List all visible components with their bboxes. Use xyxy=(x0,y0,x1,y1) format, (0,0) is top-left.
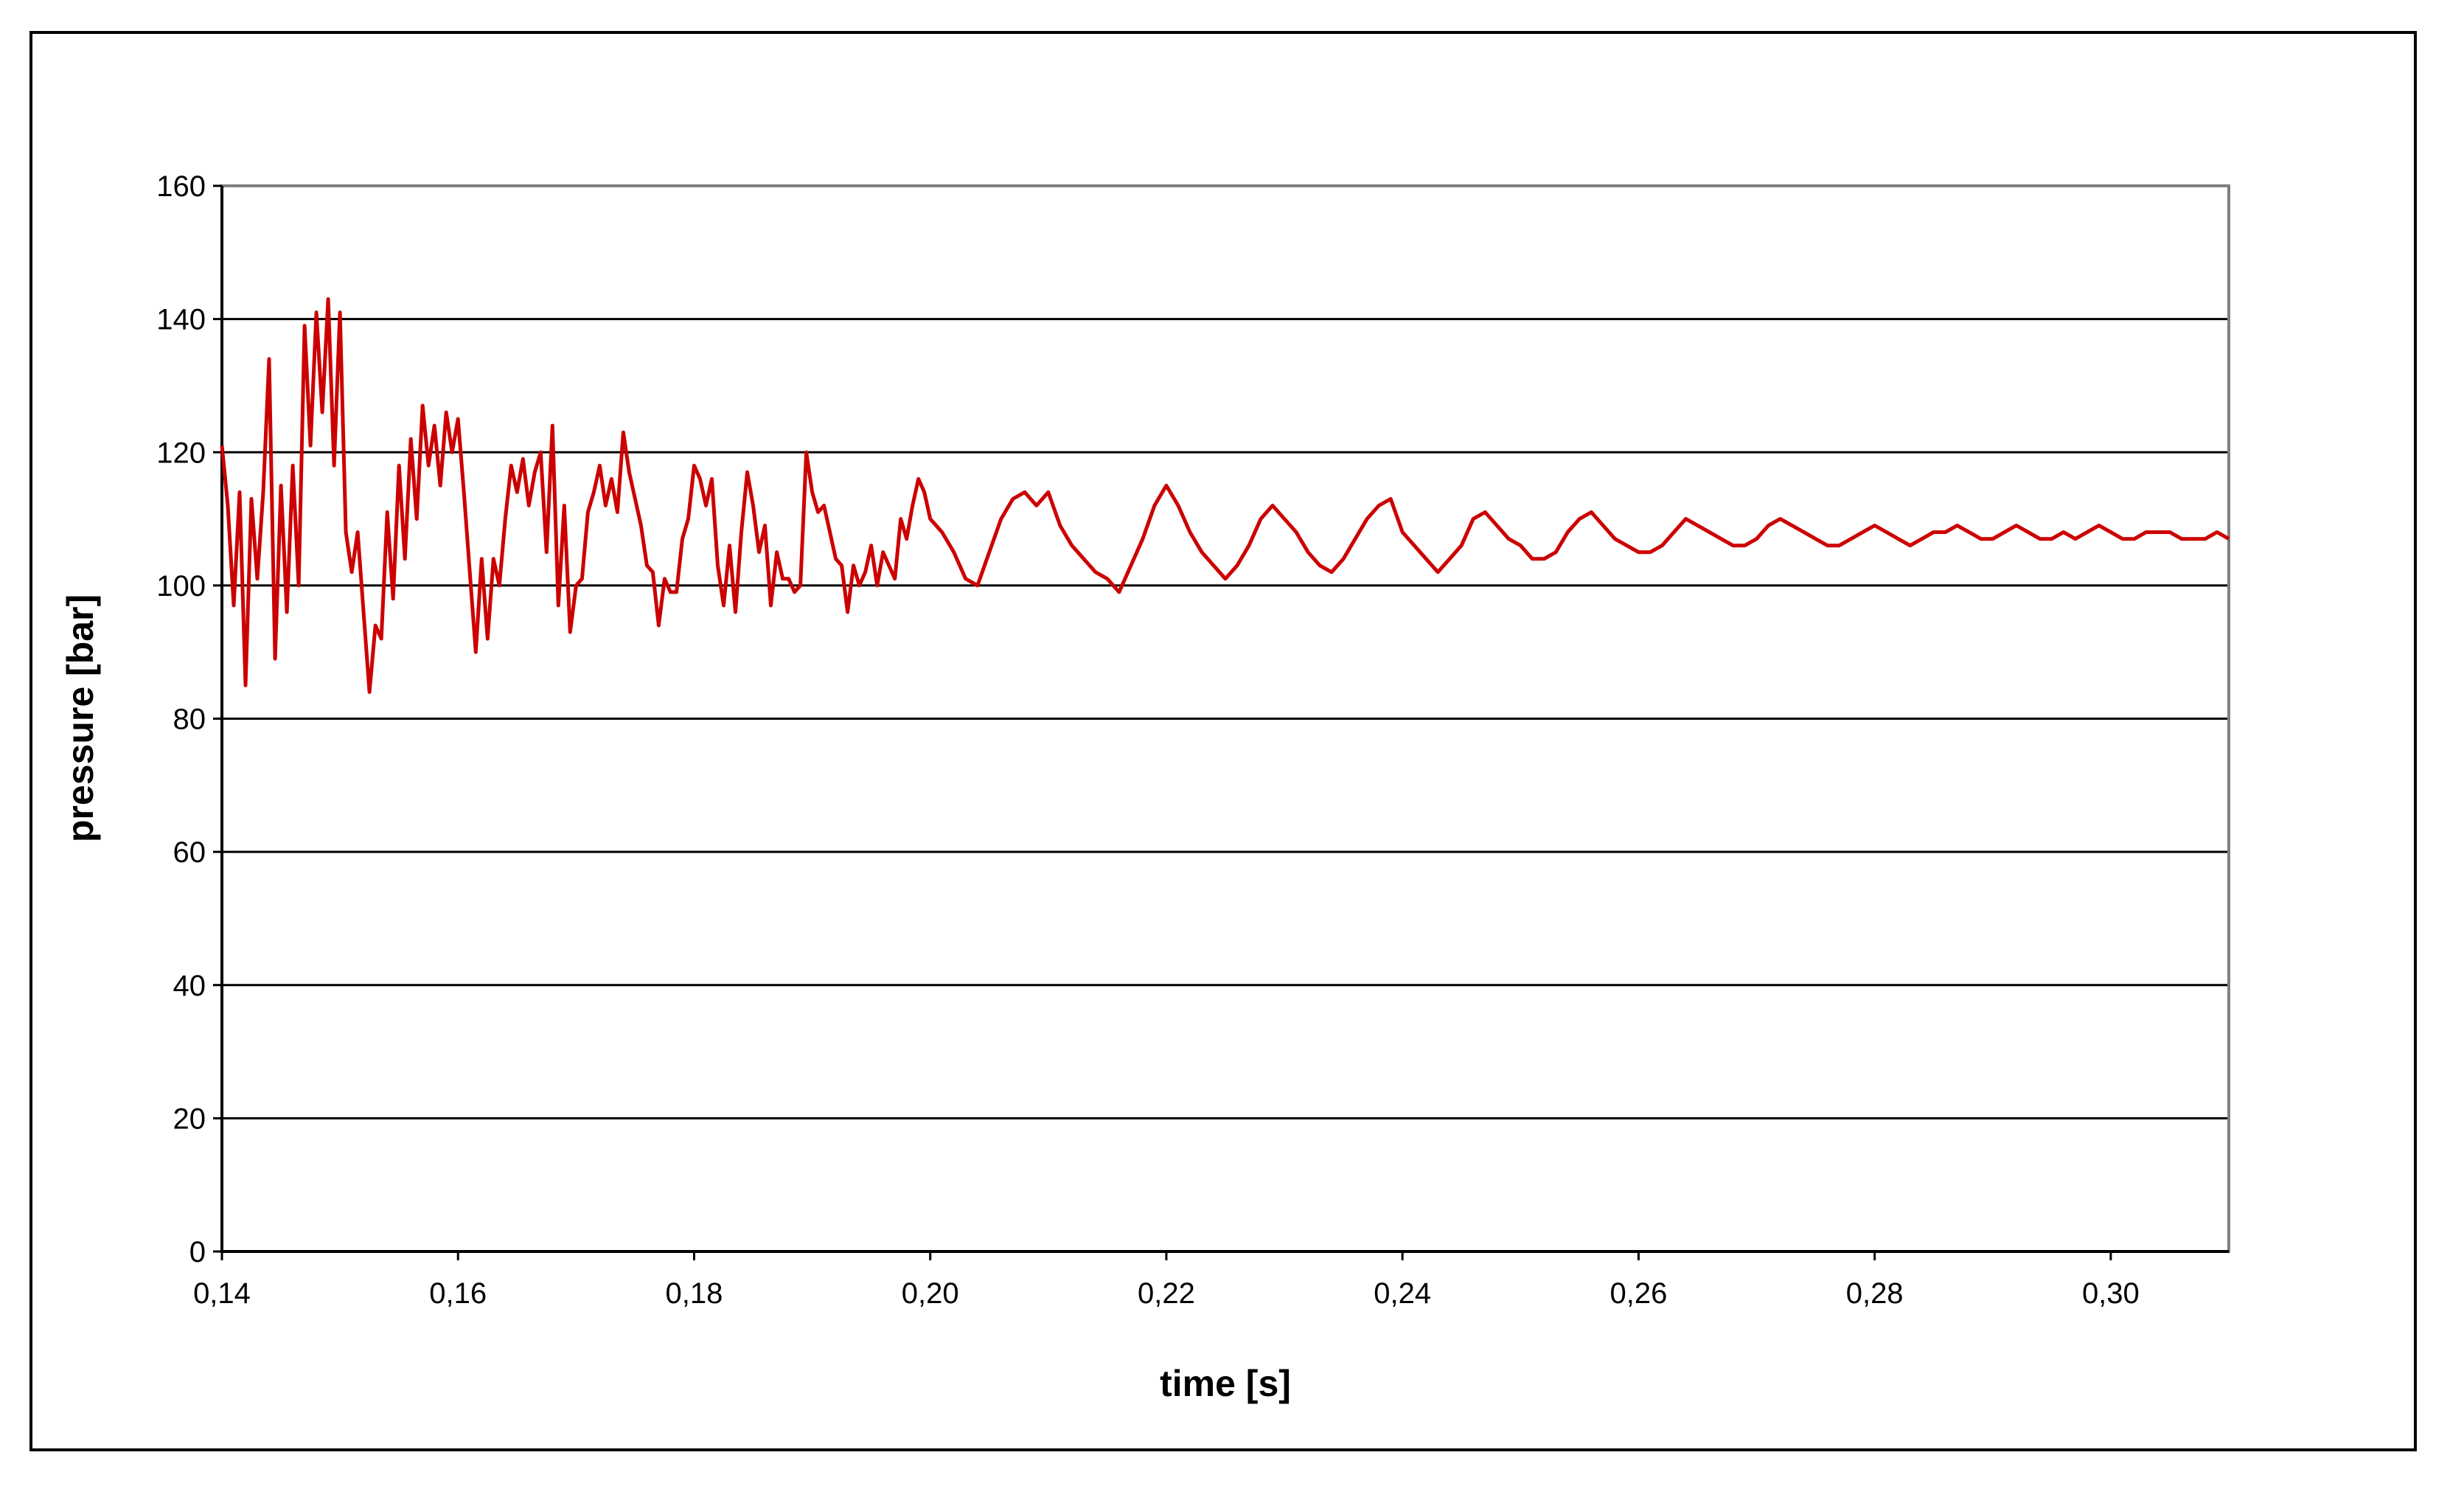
y-tick-label: 140 xyxy=(156,304,206,336)
chart-frame: 0 20 40 60 80 100 120 140 160 0,14 0,16 0,18 0,20 0,… xyxy=(29,31,2417,1451)
y-tick-label: 100 xyxy=(156,570,206,603)
y-tick-label: 120 xyxy=(156,437,206,469)
x-tick-label: 0,14 xyxy=(193,1277,251,1310)
x-tick-label: 0,30 xyxy=(2082,1277,2140,1310)
x-tick-label: 0,22 xyxy=(1138,1277,1195,1310)
x-tick-label: 0,24 xyxy=(1374,1277,1431,1310)
x-tick-label: 0,20 xyxy=(902,1277,959,1310)
x-tick-label: 0,28 xyxy=(1846,1277,1904,1310)
x-tick-label: 0,16 xyxy=(429,1277,487,1310)
y-tick-label: 0 xyxy=(189,1236,206,1268)
y-tick-label: 40 xyxy=(173,970,206,1002)
x-tick-labels: 0,14 0,16 0,18 0,20 0,22 0,24 0,26 0,28 0,30 xyxy=(193,1277,2140,1310)
x-tick-label: 0,18 xyxy=(666,1277,723,1310)
y-tick-label: 80 xyxy=(173,704,206,736)
y-axis-title: pressure [bar] xyxy=(60,594,101,842)
y-tick-label: 60 xyxy=(173,836,206,869)
x-axis-title: time [s] xyxy=(1160,1363,1291,1404)
series-layer xyxy=(220,297,2230,694)
axes xyxy=(213,184,2229,1260)
y-tick-label: 160 xyxy=(156,170,206,203)
grid-lines xyxy=(222,184,2229,1119)
x-tick-label: 0,26 xyxy=(1609,1277,1667,1310)
y-tick-label: 20 xyxy=(173,1103,206,1135)
y-tick-labels: 0 20 40 60 80 100 120 140 160 xyxy=(156,170,206,1268)
series-line-0 xyxy=(220,297,2230,694)
